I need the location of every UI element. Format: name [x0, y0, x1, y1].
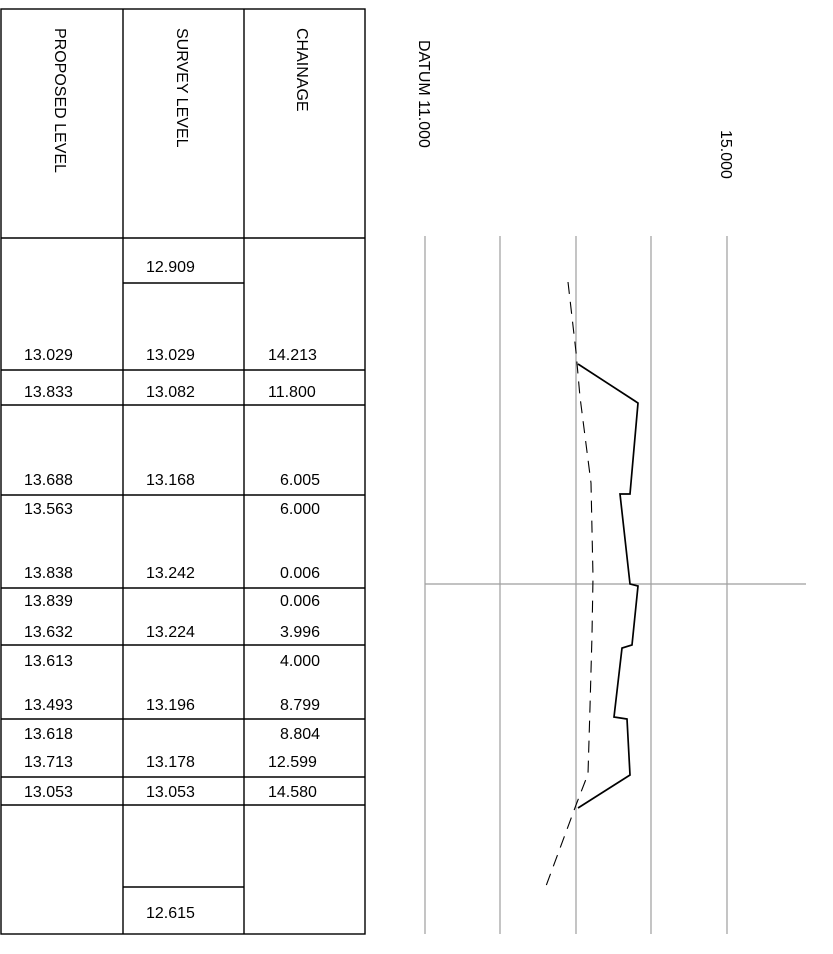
survey-level-cell: 13.168	[146, 472, 195, 489]
top-level-label: 15.000	[717, 130, 734, 179]
table-cells: 12.909 13.029 13.029 14.213 13.833 13.08…	[24, 259, 320, 922]
survey-level-cell: 13.242	[146, 565, 195, 582]
chainage-cell: 14.213	[268, 347, 317, 364]
proposed-level-cell: 13.833	[24, 384, 73, 401]
datum-label: DATUM 11.000	[415, 40, 432, 148]
survey-level-cell: 13.082	[146, 384, 195, 401]
grid-lines	[424, 236, 806, 934]
chainage-cell: 6.005	[280, 472, 320, 489]
profile-plot: DATUM 11.000 15.000	[415, 40, 806, 934]
survey-level-cell: 13.053	[146, 784, 195, 801]
chainage-cell: 11.800	[268, 384, 316, 401]
proposed-level-cell: 13.838	[24, 565, 73, 582]
table-border	[0, 8, 366, 935]
survey-level-cell: 12.615	[146, 905, 195, 922]
proposed-level-cell: 13.563	[24, 501, 73, 518]
proposed-level-cell: 13.632	[24, 624, 73, 641]
chainage-cell: 3.996	[280, 624, 320, 641]
chainage-cell: 6.000	[280, 501, 320, 518]
chainage-cell: 4.000	[280, 653, 320, 670]
proposed-level-cell: 13.493	[24, 697, 73, 714]
header-proposed-level: PROPOSED LEVEL	[51, 28, 68, 173]
survey-level-cell: 13.178	[146, 754, 195, 771]
survey-level-cell: 13.224	[146, 624, 195, 641]
chainage-cell: 14.580	[268, 784, 317, 801]
survey-level-cell: 12.909	[146, 259, 195, 276]
survey-level-cell: 13.196	[146, 697, 195, 714]
proposed-level-cell: 13.053	[24, 784, 73, 801]
header-chainage: CHAINAGE	[293, 28, 310, 112]
chainage-cell: 0.006	[280, 565, 320, 582]
chainage-cell: 8.799	[280, 697, 320, 714]
proposed-level-cell: 13.618	[24, 726, 73, 743]
proposed-profile-line	[577, 363, 639, 809]
chainage-cell: 0.006	[280, 593, 320, 610]
survey-profile-line	[545, 281, 594, 887]
proposed-level-cell: 13.839	[24, 593, 73, 610]
proposed-level-cell: 13.029	[24, 347, 73, 364]
proposed-level-cell: 13.613	[24, 653, 73, 670]
proposed-level-cell: 13.688	[24, 472, 73, 489]
header-survey-level: SURVEY LEVEL	[173, 28, 190, 148]
survey-level-cell: 13.029	[146, 347, 195, 364]
level-table	[0, 8, 366, 935]
proposed-level-cell: 13.713	[24, 754, 73, 771]
chainage-cell: 12.599	[268, 754, 317, 771]
chainage-cell: 8.804	[280, 726, 320, 743]
